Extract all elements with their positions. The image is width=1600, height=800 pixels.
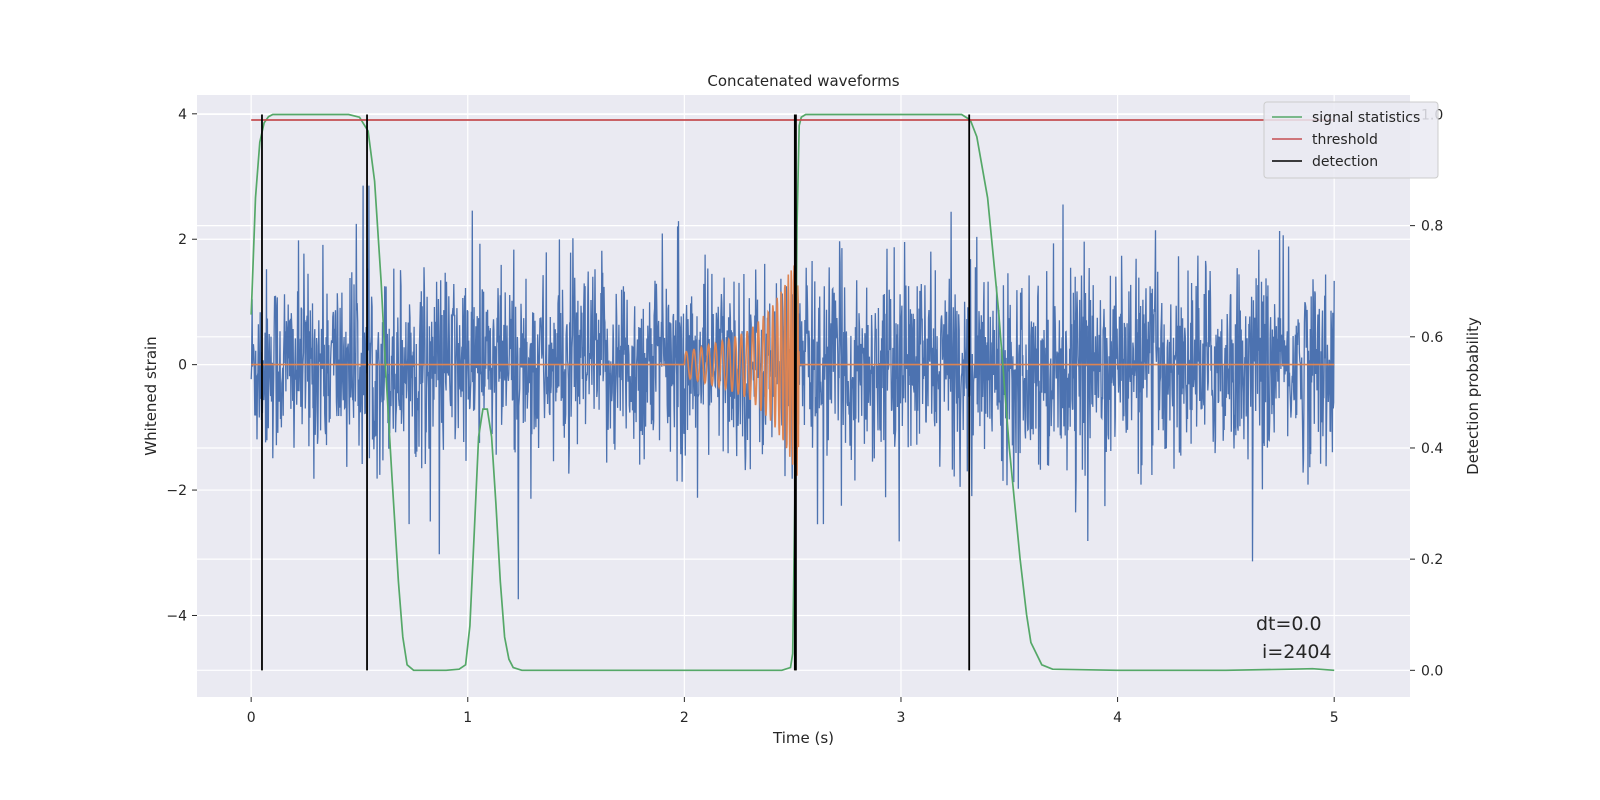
series-template-chirp-line (251, 254, 1335, 476)
x-tick-label: 1 (463, 710, 472, 726)
grid (197, 95, 1410, 697)
legend-label-signal-statistics: signal statistics (1312, 110, 1420, 126)
legend-label-threshold: threshold (1312, 132, 1378, 148)
chart-title: Concatenated waveforms (707, 72, 899, 90)
y-left-tick-label: −2 (166, 483, 187, 499)
y-left-tick-label: 4 (178, 107, 187, 123)
x-axis-label: Time (s) (772, 729, 834, 747)
x-tick-label: 2 (680, 710, 689, 726)
x-tick-label: 4 (1113, 710, 1122, 726)
y-right-tick-label: 0.6 (1421, 330, 1443, 346)
legend-label-detection: detection (1312, 154, 1378, 170)
y-axis-label-right: Detection probability (1464, 317, 1482, 475)
annotation-dt: dt=0.0 (1256, 613, 1322, 635)
y-right-tick-label: 0.0 (1421, 663, 1443, 679)
legend-box (1263, 101, 1439, 179)
series-layer (250, 113, 1335, 672)
legend: signal statistics threshold detection (1263, 101, 1439, 179)
annotation-index: i=2404 (1256, 641, 1332, 663)
y-right-tick-label: 0.8 (1421, 219, 1443, 235)
series-signal-statistics-line (250, 113, 1335, 672)
x-tick-label: 3 (897, 710, 906, 726)
y-left-tick-label: 2 (178, 232, 187, 248)
x-tick-label: 5 (1330, 710, 1339, 726)
x-tick-label: 0 (247, 710, 256, 726)
y-right-tick-label: 0.2 (1421, 552, 1443, 568)
y-right-tick-label: 0.4 (1421, 441, 1443, 457)
y-left-tick-label: 0 (178, 358, 187, 374)
y-axis-label-left: Whitened strain (142, 336, 160, 455)
y-left-tick-label: −4 (166, 608, 187, 624)
